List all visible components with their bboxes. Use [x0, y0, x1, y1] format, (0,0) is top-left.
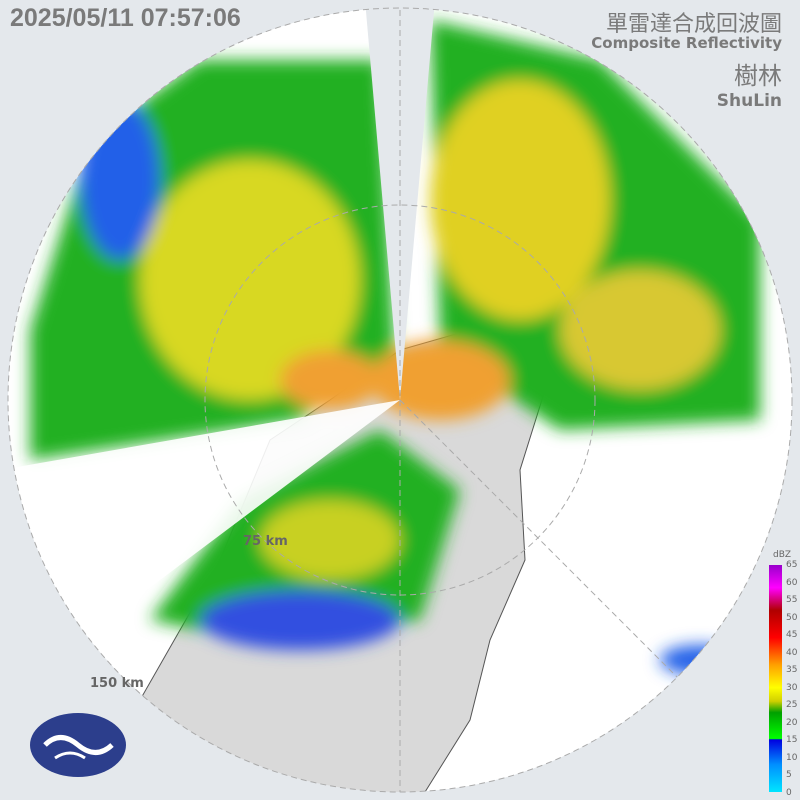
colorbar-tick: 35	[786, 665, 798, 675]
colorbar-tick: 55	[786, 595, 798, 605]
station-zh: 樹林	[734, 62, 782, 90]
colorbar-tick: 60	[786, 577, 798, 588]
colorbar-tick: 20	[786, 717, 798, 728]
station-en: ShuLin	[716, 91, 782, 111]
title-en: Composite Reflectivity	[591, 34, 782, 52]
colorbar-tick: 25	[786, 700, 798, 710]
title-zh: 單雷達合成回波圖	[605, 12, 782, 37]
range-label-150: 150 km	[90, 676, 144, 691]
colorbar-tick: 45	[786, 630, 798, 640]
colorbar-unit: dBZ	[773, 550, 792, 560]
colorbar-tick: 5	[786, 770, 792, 780]
colorbar-tick: 0	[786, 787, 792, 798]
reflectivity-echoes	[30, 20, 760, 675]
colorbar-tick: 50	[786, 612, 798, 623]
cwa-logo	[30, 713, 126, 777]
colorbar	[769, 565, 782, 792]
colorbar-tick: 40	[786, 647, 798, 658]
colorbar-tick: 15	[786, 735, 798, 745]
colorbar-tick: 10	[786, 752, 798, 763]
colorbar-tick: 30	[786, 682, 798, 693]
timestamp: 2025/05/11 07:57:06	[10, 4, 241, 32]
colorbar-tick: 65	[786, 560, 798, 570]
range-label-75: 75 km	[243, 534, 288, 549]
